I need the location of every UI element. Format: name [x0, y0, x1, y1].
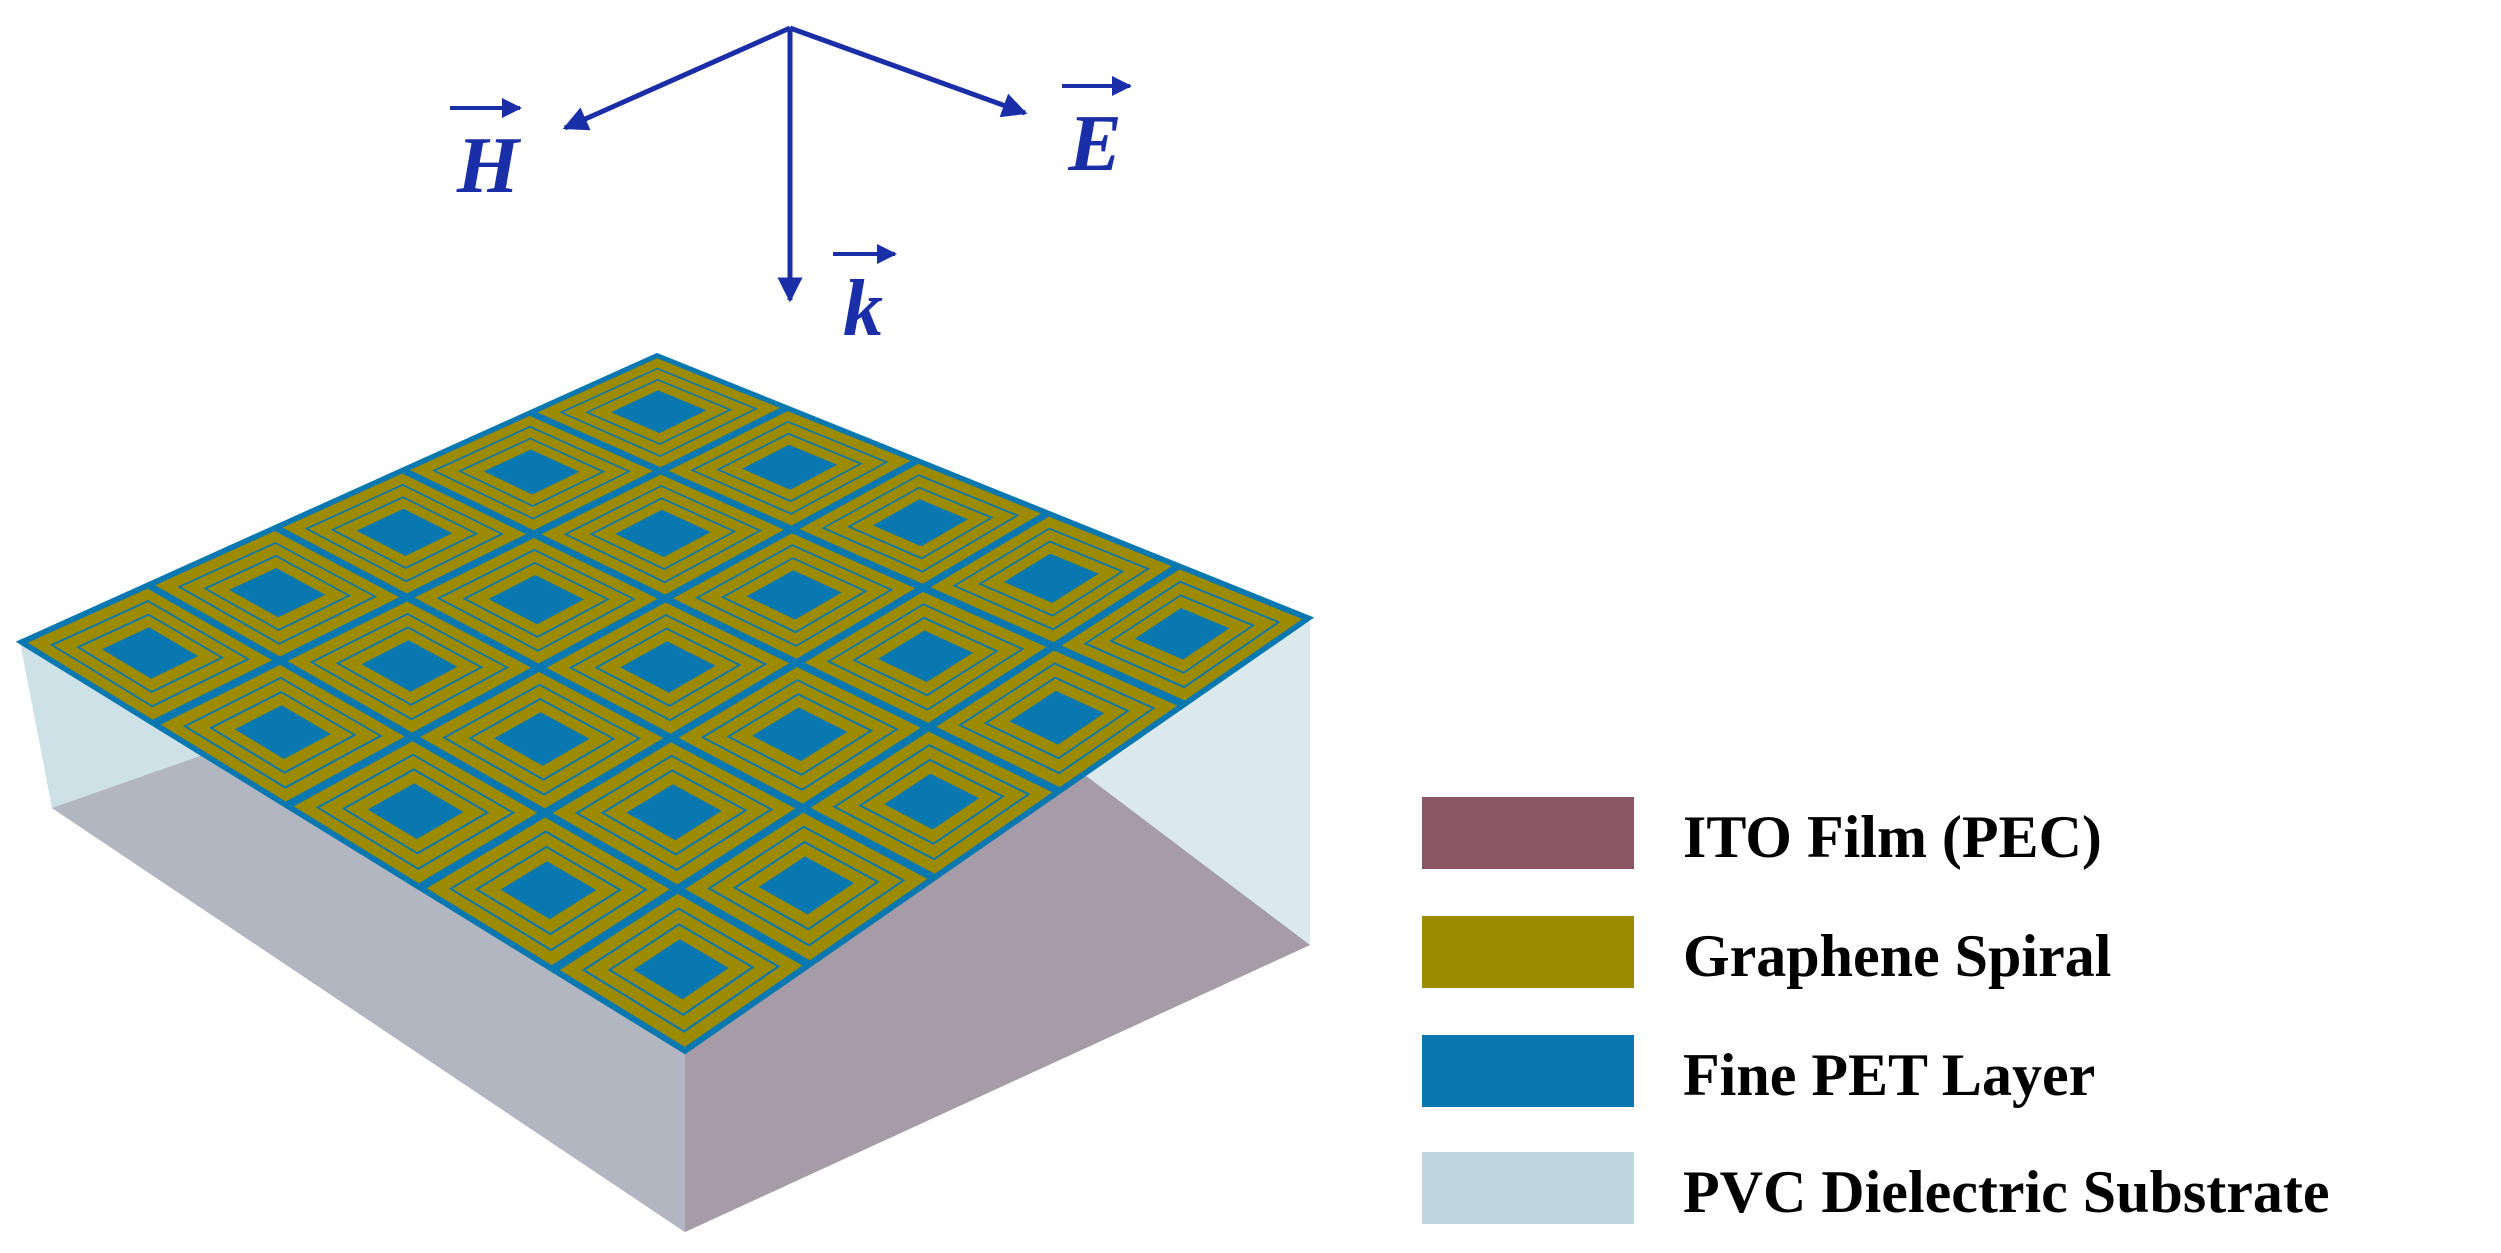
spiral-cell	[685, 812, 928, 961]
legend-item-pvc: PVC Dielectric Substrate	[1422, 1152, 2329, 1225]
spiral-cell	[799, 463, 1042, 584]
e-field-arrow	[789, 25, 1028, 118]
legend-label-pvc: PVC Dielectric Substrate	[1683, 1159, 2329, 1225]
spiral-cell	[810, 731, 1053, 874]
svg-text:k: k	[843, 265, 883, 353]
spiral-cell	[1061, 569, 1303, 701]
spiral-cell	[414, 538, 658, 664]
spiral-cell	[426, 817, 670, 966]
legend-swatch-pet	[1422, 1035, 1634, 1107]
svg-text:H: H	[456, 122, 522, 210]
spiral-cell	[552, 742, 796, 885]
k-vector-label: k	[833, 244, 897, 353]
legend-swatch-ito	[1422, 797, 1634, 869]
spiral-cell	[410, 415, 653, 531]
h-field-label: H	[450, 98, 522, 210]
spiral-cell	[930, 516, 1172, 643]
pvc-substrate-right-face	[685, 618, 1310, 1232]
spiral-cell	[541, 474, 784, 595]
spiral-cell	[160, 664, 405, 802]
field-axes: H E k	[450, 25, 1132, 353]
spiral-cell	[420, 671, 664, 809]
spiral-cell	[282, 473, 526, 594]
spiral-cell	[678, 667, 921, 804]
spiral-cell	[27, 588, 273, 720]
legend-label-ito: ITO Film (PEC)	[1683, 804, 2102, 870]
graphene-spiral-array	[15, 352, 1315, 1055]
spiral-cell	[546, 602, 790, 734]
top-plane-outline	[15, 352, 1315, 1055]
spiral-cell	[293, 741, 538, 884]
spiral-cell	[559, 893, 803, 1047]
legend: ITO Film (PEC) Graphene Spiral Fine PET …	[1422, 797, 2329, 1225]
spiral-cell	[804, 591, 1047, 723]
legend-item-graphene: Graphene Spiral	[1422, 916, 2111, 989]
legend-swatch-pvc	[1422, 1152, 1634, 1224]
spiral-cell	[936, 650, 1178, 788]
layered-structure	[15, 352, 1315, 1232]
pvc-substrate-left-face	[20, 642, 685, 1232]
e-field-label: E	[1062, 76, 1132, 188]
legend-label-pet: Fine PET Layer	[1683, 1042, 2095, 1108]
spiral-cell	[155, 531, 400, 657]
spiral-cell	[668, 411, 911, 526]
legend-label-graphene: Graphene Spiral	[1683, 923, 2111, 989]
legend-item-ito: ITO Film (PEC)	[1422, 797, 2102, 870]
spiral-cell	[287, 601, 532, 733]
legend-swatch-graphene	[1422, 916, 1634, 988]
svg-text:E: E	[1067, 100, 1121, 188]
spiral-cell	[537, 358, 780, 468]
legend-item-pet: Fine PET Layer	[1422, 1035, 2095, 1108]
spiral-cell	[673, 533, 916, 659]
h-field-arrow	[562, 25, 792, 131]
